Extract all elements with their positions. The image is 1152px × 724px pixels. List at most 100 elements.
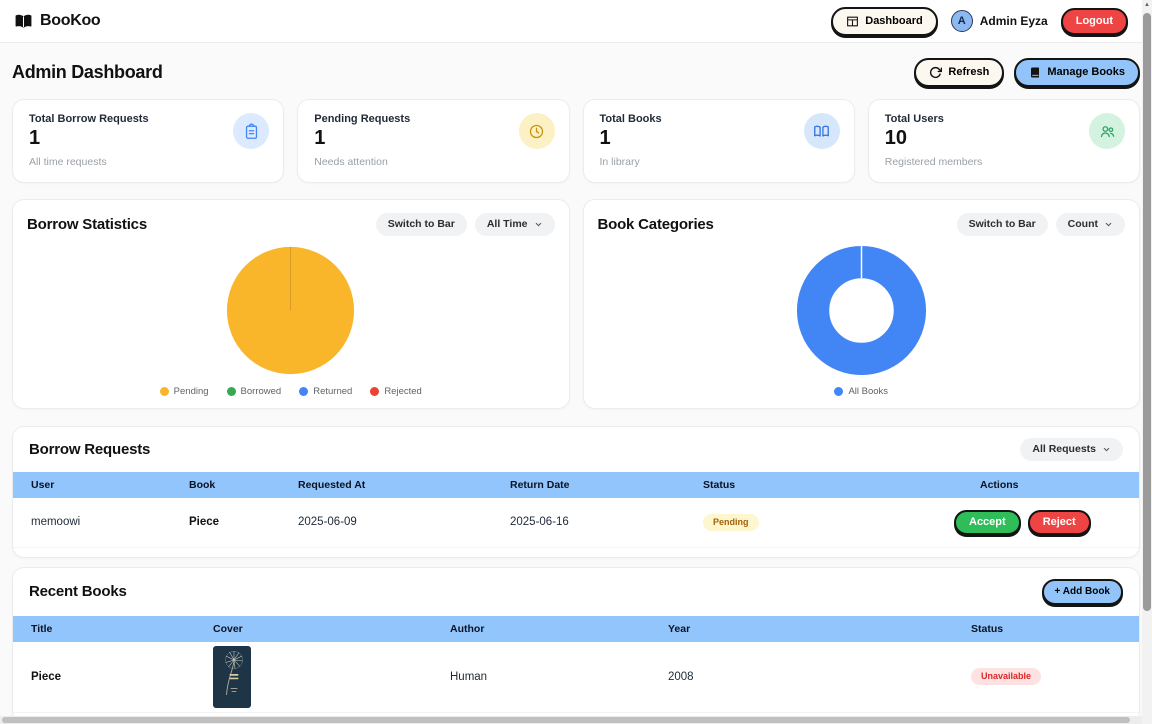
column-header-requested-at: Requested At	[298, 478, 366, 491]
legend-dot	[299, 387, 309, 396]
column-header-author: Author	[450, 622, 485, 635]
borrow-statistics-legend: Pending Borrowed Returned Rejected	[27, 386, 555, 398]
borrow-request-row: memoowi Piece 2025-06-09 2025-06-16 Pend…	[13, 497, 1139, 548]
chevron-down-icon	[1105, 222, 1112, 227]
switch-to-bar-button[interactable]: Switch to Bar	[375, 213, 467, 236]
vertical-scrollbar-thumb[interactable]	[1143, 13, 1151, 611]
cell-title: Piece	[31, 670, 62, 683]
time-filter-value: All Time	[486, 218, 528, 230]
reject-button[interactable]: Reject	[1027, 509, 1091, 535]
legend-dot	[226, 387, 236, 396]
logout-button[interactable]: Logout	[1060, 7, 1128, 35]
stat-label: Pending Requests	[314, 113, 411, 125]
book-cover-image	[213, 645, 251, 708]
accept-button[interactable]: Accept	[954, 509, 1021, 535]
avatar: A	[950, 10, 973, 32]
stat-label: Total Borrow Requests	[29, 113, 149, 125]
chevron-down-icon	[1103, 447, 1110, 452]
legend-label: All Books	[848, 386, 889, 397]
book-row: Piece	[13, 641, 1139, 713]
horizontal-scrollbar[interactable]	[0, 716, 1142, 724]
borrow-requests-table-header: User Book Requested At Return Date Statu…	[13, 471, 1139, 498]
legend-label: Borrowed	[240, 386, 282, 397]
refresh-icon	[930, 66, 943, 79]
open-book-logo-icon	[15, 14, 32, 28]
cell-user: memoowi	[31, 516, 81, 528]
cell-requested-at: 2025-06-09	[298, 516, 357, 528]
dashboard-button[interactable]: Dashboard	[831, 6, 938, 36]
cell-return-date: 2025-06-16	[510, 516, 569, 528]
column-header-title: Title	[31, 622, 53, 635]
page-title: Admin Dashboard	[12, 62, 163, 82]
requests-filter-select[interactable]: All Requests	[1020, 438, 1123, 461]
manage-books-button[interactable]: Manage Books	[1014, 58, 1140, 87]
borrow-requests-title: Borrow Requests	[29, 440, 151, 458]
stat-card-total-users: Total Users 10 Registered members	[867, 99, 1140, 183]
stat-card-total-borrow-requests: Total Borrow Requests 1 All time request…	[12, 99, 285, 183]
stats-row: Total Borrow Requests 1 All time request…	[0, 99, 1152, 183]
stat-value: 1	[29, 127, 41, 149]
refresh-button-label: Refresh	[948, 66, 990, 78]
borrow-statistics-card: Borrow Statistics Switch to Bar All Time…	[12, 199, 570, 409]
clock-icon	[518, 113, 555, 149]
topbar-right: Dashboard A Admin Eyza Logout	[831, 6, 1128, 36]
cell-actions: Accept Reject	[954, 498, 1139, 547]
cell-book: Piece	[189, 516, 220, 528]
add-book-button[interactable]: + Add Book	[1041, 578, 1123, 605]
page-head: Admin Dashboard Refresh Manage Books	[0, 43, 1152, 99]
user-chip: A Admin Eyza	[950, 10, 1048, 32]
stat-sublabel: Needs attention	[314, 156, 388, 168]
time-filter-select[interactable]: All Time	[474, 213, 555, 236]
brand-logo[interactable]: BooKoo	[14, 12, 101, 31]
refresh-button[interactable]: Refresh	[914, 58, 1005, 87]
book-categories-donut-chart	[796, 246, 926, 376]
borrow-requests-card: Borrow Requests All Requests User Book R…	[12, 426, 1140, 558]
legend-item-pending: Pending	[159, 386, 209, 397]
open-book-icon	[803, 113, 840, 149]
count-filter-select[interactable]: Count	[1055, 213, 1125, 236]
borrow-statistics-pie-chart	[227, 247, 355, 375]
stat-value: 1	[314, 127, 326, 149]
legend-dot	[834, 387, 844, 396]
requests-filter-value: All Requests	[1032, 443, 1096, 455]
dashboard-button-label: Dashboard	[865, 14, 923, 27]
horizontal-scrollbar-thumb[interactable]	[2, 717, 1130, 723]
stat-sublabel: In library	[599, 156, 640, 168]
clipboard-icon	[233, 113, 270, 149]
cell-cover	[213, 642, 450, 712]
pie-chart-area	[27, 236, 555, 387]
unavailable-status-badge: Unavailable	[971, 668, 1042, 685]
column-header-status: Status	[971, 622, 1004, 635]
recent-books-table-header: Title Cover Author Year Status	[13, 615, 1139, 642]
page-actions: Refresh Manage Books	[914, 58, 1140, 87]
stat-label: Total Users	[884, 113, 944, 125]
users-icon	[1089, 113, 1125, 149]
donut-chart-area	[598, 236, 1126, 387]
stat-value: 10	[884, 127, 907, 149]
stat-value: 1	[599, 127, 611, 149]
legend-item-rejected: Rejected	[370, 386, 422, 397]
stat-sublabel: All time requests	[29, 156, 107, 168]
column-header-book: Book	[189, 478, 216, 491]
switch-to-bar-button[interactable]: Switch to Bar	[956, 213, 1048, 236]
pending-status-badge: Pending	[703, 513, 759, 531]
scrollbar-corner	[1142, 716, 1152, 724]
legend-item-all-books: All Books	[834, 386, 888, 397]
legend-label: Pending	[173, 386, 209, 397]
scroll-up-arrow-icon[interactable]: ▲	[1144, 2, 1150, 8]
book-categories-card: Book Categories Switch to Bar Count All …	[582, 199, 1140, 409]
column-header-user: User	[31, 478, 55, 491]
count-filter-value: Count	[1067, 218, 1098, 230]
column-header-return-date: Return Date	[510, 478, 570, 491]
stat-card-total-books: Total Books 1 In library	[582, 99, 855, 183]
column-header-cover: Cover	[213, 622, 243, 635]
brand-name: BooKoo	[40, 12, 101, 29]
cell-status: Unavailable	[971, 656, 1139, 697]
vertical-scrollbar[interactable]: ▲	[1142, 0, 1152, 716]
column-header-status: Status	[703, 478, 736, 491]
legend-item-returned: Returned	[299, 386, 352, 397]
borrow-statistics-title: Borrow Statistics	[27, 215, 147, 233]
chevron-down-icon	[535, 222, 541, 227]
user-name: Admin Eyza	[979, 14, 1048, 28]
legend-dot	[370, 387, 380, 396]
